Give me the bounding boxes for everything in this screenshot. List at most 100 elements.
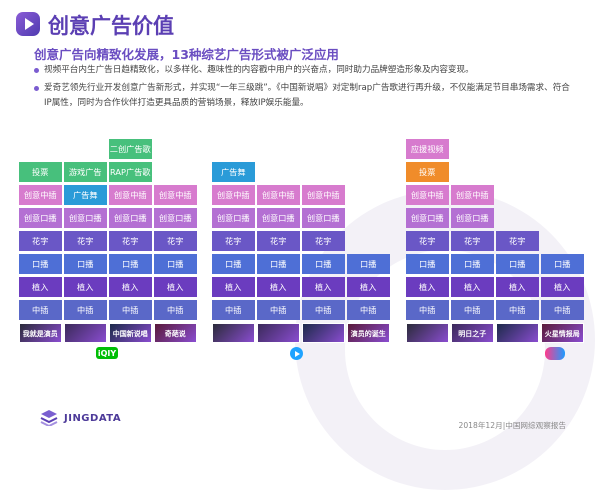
ad-format-cell: 创意口播: [19, 208, 62, 228]
ad-format-cell: 植入: [451, 277, 494, 297]
show-thumbnail[interactable]: [406, 323, 449, 343]
ad-format-extra-cell: 二创广告歌: [109, 139, 152, 159]
show-thumbnail[interactable]: 奇葩说: [154, 323, 197, 343]
show-thumbnail-title: 演员的诞生: [350, 330, 386, 338]
bullet-dot-icon: [34, 86, 39, 91]
ad-format-cell: 植入: [154, 277, 197, 297]
show-thumbnail[interactable]: [212, 323, 255, 343]
ad-format-cell: 花字: [154, 231, 197, 251]
ad-format-cell: 中插: [109, 300, 152, 320]
ad-format-cell: 口播: [347, 254, 390, 274]
show-thumbnail[interactable]: 火星情报局: [541, 323, 584, 343]
ad-format-cell: 花字: [257, 231, 300, 251]
ad-format-cell: 中插: [347, 300, 390, 320]
ad-format-cell: 花字: [302, 231, 345, 251]
youku-logo-icon: [545, 347, 565, 360]
ad-format-cell: 植入: [64, 277, 107, 297]
ad-format-cell: 创意口播: [64, 208, 107, 228]
ad-format-cell: 创意口播: [154, 208, 197, 228]
ad-format-cell: 口播: [496, 254, 539, 274]
show-thumbnail-title: 我就是演员: [22, 330, 58, 338]
ad-format-cell: 花字: [212, 231, 255, 251]
ad-format-cell: 中插: [19, 300, 62, 320]
bullet-item: 爱奇艺领先行业开发创意广告新形式，并实现“一年三级跳”。《中国新说唱》对定制ra…: [34, 81, 574, 111]
ad-format-extra-cell: 广告舞: [64, 185, 107, 205]
jingdata-logo-icon: [40, 410, 58, 426]
ad-format-cell: 口播: [541, 254, 584, 274]
ad-format-cell: 创意中插: [302, 185, 345, 205]
show-thumbnail-title: 明日之子: [458, 330, 487, 338]
ad-format-cell: 创意中插: [109, 185, 152, 205]
show-thumbnail-title: 奇葩说: [164, 330, 186, 338]
ad-format-cell: 创意口播: [406, 208, 449, 228]
ad-format-cell: 花字: [496, 231, 539, 251]
ad-format-cell: 花字: [64, 231, 107, 251]
ad-format-cell: 创意口播: [302, 208, 345, 228]
ad-format-cell: 创意中插: [154, 185, 197, 205]
show-thumbnail[interactable]: [64, 323, 107, 343]
ad-format-cell: 中插: [302, 300, 345, 320]
iqiyi-logo-icon: iQIY: [96, 347, 118, 359]
ad-format-cell: 植入: [347, 277, 390, 297]
ad-format-cell: 创意中插: [257, 185, 300, 205]
ad-format-cell: 口播: [257, 254, 300, 274]
ad-format-cell: 植入: [406, 277, 449, 297]
bullet-text: 视频平台内生广告日趋精致化，以多样化、趣味性的内容戳中用户的兴奋点，同时助力品牌…: [44, 65, 474, 75]
ad-format-cell: 口播: [212, 254, 255, 274]
show-thumbnail[interactable]: [302, 323, 345, 343]
ad-format-cell: 花字: [109, 231, 152, 251]
ad-format-cell: 创意中插: [406, 185, 449, 205]
ad-format-cell: 创意中插: [19, 185, 62, 205]
bullet-dot-icon: [34, 68, 39, 73]
tencent-video-logo-icon: [290, 347, 303, 360]
ad-format-cell: 花字: [451, 231, 494, 251]
ad-format-cell: 中插: [406, 300, 449, 320]
ad-format-cell: 创意中插: [451, 185, 494, 205]
show-thumbnail[interactable]: 演员的诞生: [347, 323, 390, 343]
ad-format-extra-cell: 游戏广告: [64, 162, 107, 182]
ad-format-cell: 口播: [406, 254, 449, 274]
bullet-item: 视频平台内生广告日趋精致化，以多样化、趣味性的内容戳中用户的兴奋点，同时助力品牌…: [34, 63, 574, 78]
show-thumbnail[interactable]: [496, 323, 539, 343]
ad-format-cell: 中插: [212, 300, 255, 320]
ad-format-cell: 创意口播: [109, 208, 152, 228]
ad-format-cell: 花字: [19, 231, 62, 251]
ad-format-extra-cell: 投票: [19, 162, 62, 182]
play-icon: [16, 12, 40, 36]
ad-format-cell: 口播: [109, 254, 152, 274]
page-subtitle: 创意广告向精致化发展，13种综艺广告形式被广泛应用: [34, 47, 339, 62]
show-thumbnail[interactable]: [257, 323, 300, 343]
ad-format-cell: 创意口播: [257, 208, 300, 228]
ad-format-extra-cell: RAP广告歌: [109, 162, 152, 182]
ad-format-cell: 植入: [257, 277, 300, 297]
show-thumbnail[interactable]: 我就是演员: [19, 323, 62, 343]
show-thumbnail-title: 中国新说唱: [112, 330, 148, 338]
ad-format-cell: 中插: [541, 300, 584, 320]
ad-format-cell: 口播: [19, 254, 62, 274]
show-thumbnail[interactable]: 明日之子: [451, 323, 494, 343]
ad-format-extra-cell: 应援视频: [406, 139, 449, 159]
show-thumbnail-title: 火星情报局: [544, 330, 580, 338]
ad-format-cell: 中插: [451, 300, 494, 320]
ad-format-extra-cell: 广告舞: [212, 162, 255, 182]
ad-format-cell: 植入: [19, 277, 62, 297]
ad-format-cell: 植入: [212, 277, 255, 297]
ad-format-cell: 口播: [64, 254, 107, 274]
show-thumbnail[interactable]: 中国新说唱: [109, 323, 152, 343]
ad-format-cell: 花字: [406, 231, 449, 251]
ad-format-cell: 植入: [109, 277, 152, 297]
ad-format-cell: 中插: [64, 300, 107, 320]
ad-format-cell: 植入: [302, 277, 345, 297]
ad-format-cell: 中插: [154, 300, 197, 320]
ad-format-cell: 创意中插: [212, 185, 255, 205]
ad-format-cell: 中插: [496, 300, 539, 320]
footer-brand: JINGDATA: [64, 413, 122, 424]
ad-format-extra-cell: 投票: [406, 162, 449, 182]
ad-format-cell: 口播: [154, 254, 197, 274]
bullet-text: 爱奇艺领先行业开发创意广告新形式，并实现“一年三级跳”。《中国新说唱》对定制ra…: [44, 83, 570, 108]
ad-format-cell: 口播: [451, 254, 494, 274]
page-title: 创意广告价值: [48, 14, 174, 38]
ad-format-cell: 植入: [496, 277, 539, 297]
footer-source: 2018年12月|中国网综观察报告: [458, 421, 566, 430]
ad-format-cell: 创意口播: [451, 208, 494, 228]
